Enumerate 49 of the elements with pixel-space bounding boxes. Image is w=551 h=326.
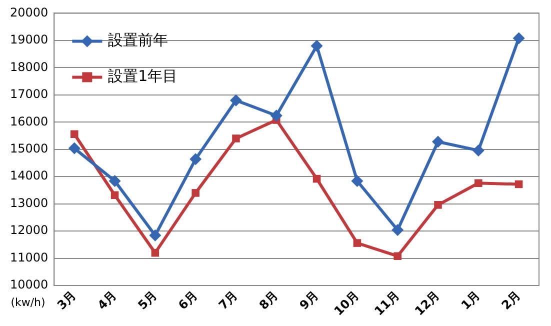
point [394, 252, 402, 260]
point [312, 174, 321, 183]
point [68, 142, 80, 154]
x-tick-label: 2月 [498, 288, 524, 312]
y-tick-label: 20000 [10, 5, 48, 20]
y-tick-label: 12000 [10, 223, 48, 238]
x-tick-label: 6月 [176, 288, 200, 312]
x-tick-label: 12月 [412, 288, 442, 318]
x-tick-label: 3月 [54, 288, 79, 312]
point [474, 179, 482, 188]
point [151, 248, 160, 257]
y-tick-label: 10000 [10, 278, 48, 292]
x-tick-label: 11月 [372, 288, 402, 318]
point [190, 153, 202, 166]
point [70, 130, 78, 138]
y-tick-label: 13000 [10, 196, 48, 210]
point [310, 40, 323, 52]
point [434, 201, 442, 209]
point [270, 110, 282, 122]
point [514, 180, 523, 188]
x-tick-label: 1月 [458, 288, 483, 312]
y-tick-label: 14000 [10, 168, 48, 183]
point [512, 32, 525, 44]
y-tick-label: 17000 [10, 87, 48, 102]
y-tick-label: 15000 [10, 141, 48, 156]
point [192, 189, 200, 197]
text: (kw/h) [10, 296, 46, 309]
x-tick-label: 7月 [216, 288, 240, 312]
point [230, 94, 242, 106]
y-tick-label: 11000 [10, 250, 48, 264]
point [472, 144, 484, 156]
point [108, 174, 121, 187]
x-tick-label: 4月 [94, 288, 120, 312]
point [353, 239, 362, 247]
point [149, 229, 162, 242]
point [432, 136, 444, 148]
legend-label: 設置前年 [108, 31, 168, 50]
y-tick-label: 16000 [10, 114, 48, 128]
point [351, 174, 364, 187]
point [232, 134, 240, 142]
x-tick-label: 9月 [296, 288, 322, 312]
point [392, 224, 404, 236]
x-tick-label: 5月 [135, 288, 160, 312]
legend-label: 設置1年目 [108, 67, 178, 86]
point [110, 191, 119, 199]
x-tick-label: 10月 [331, 288, 362, 318]
y-tick-label: 19000 [10, 32, 48, 47]
y-tick-label: 18000 [10, 60, 48, 74]
x-tick-label: 8月 [256, 288, 281, 312]
